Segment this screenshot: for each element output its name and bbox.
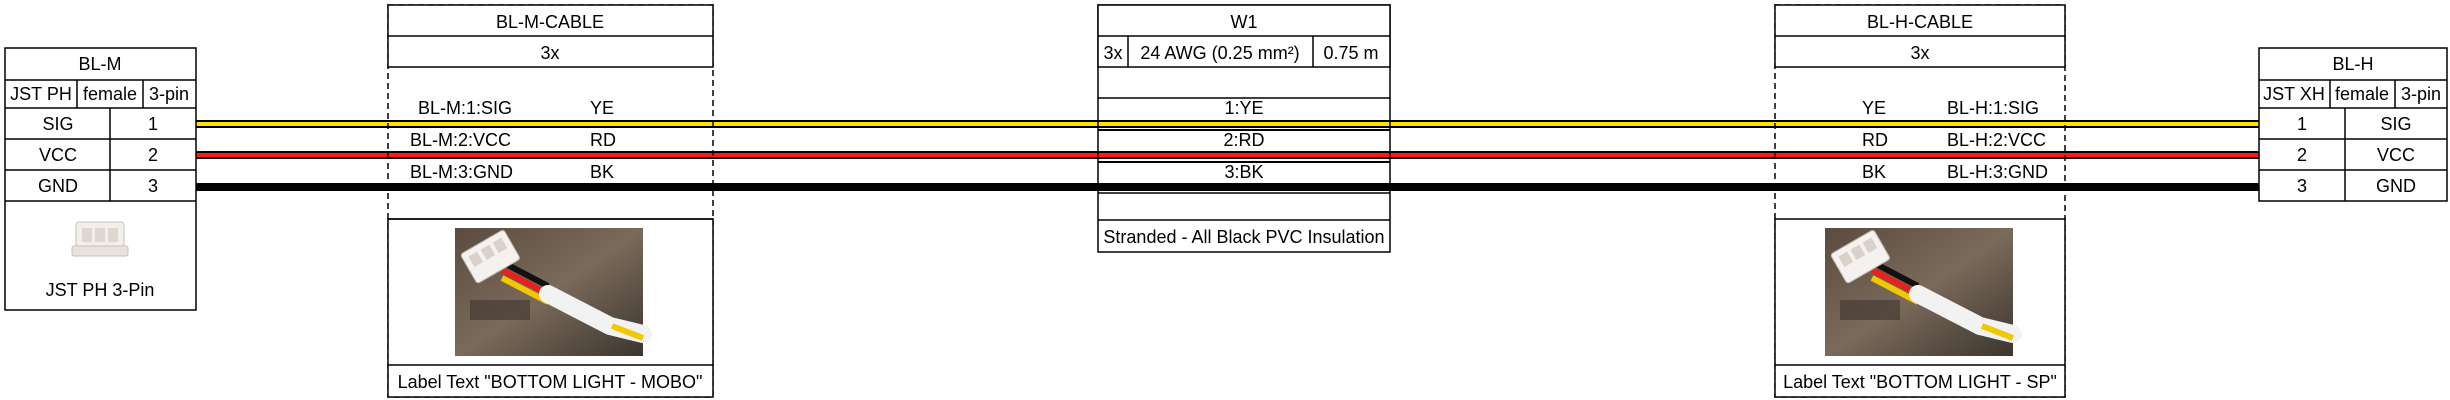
cable-count: 3x: [1910, 43, 1929, 63]
cable-length: 0.75 m: [1323, 43, 1378, 63]
cable-bl-m[interactable]: BL-M-CABLE 3x BL-M:1:SIG YE BL-M:2:VCC R…: [387, 4, 714, 398]
wire-endpoint: BL-M:2:VCC: [410, 130, 511, 150]
wire-endpoint: BL-M:3:GND: [410, 162, 513, 182]
wire-endpoint: BL-H:1:SIG: [1947, 98, 2039, 118]
connector-type: JST XH: [2263, 84, 2325, 104]
cable-bl-h[interactable]: BL-H-CABLE 3x YE BL-H:1:SIG RD BL-H:2:VC…: [1774, 4, 2066, 398]
connector-gender: female: [83, 84, 137, 104]
cable-name: BL-M-CABLE: [496, 12, 604, 32]
connector-bl-m[interactable]: BL-M JST PH female 3-pin SIG 1 VCC 2 GND…: [4, 47, 197, 311]
pin-label: VCC: [2377, 145, 2415, 165]
wire-color-code: BK: [590, 162, 614, 182]
wire-sig: [196, 120, 2259, 128]
jst-connector-image: [71, 221, 129, 257]
wire-color-code: BK: [1862, 162, 1886, 182]
wire-sig-core: [196, 122, 2259, 126]
cable-photo: [1825, 228, 2022, 356]
connector-name: BL-M: [78, 54, 121, 74]
wire-color-code: YE: [1862, 98, 1886, 118]
wire-gnd-core: [196, 185, 2259, 189]
cable-name: BL-H-CABLE: [1867, 12, 1973, 32]
wire-color-code: RD: [1862, 130, 1888, 150]
wire-label: 3:BK: [1224, 162, 1263, 182]
wire-bundle: [196, 120, 2259, 191]
pin-label: GND: [38, 176, 78, 196]
cable-photo: [455, 228, 652, 356]
pin-number: 3: [148, 176, 158, 196]
connector-pincount: 3-pin: [149, 84, 189, 104]
pin-label: GND: [2376, 176, 2416, 196]
cable-count: 3x: [1103, 43, 1122, 63]
cable-label-text: Label Text "BOTTOM LIGHT - SP": [1783, 372, 2057, 392]
pin-number: 2: [148, 145, 158, 165]
pin-label: VCC: [39, 145, 77, 165]
connector-gender: female: [2335, 84, 2389, 104]
wire-label: 1:YE: [1224, 98, 1263, 118]
wire-color-code: YE: [590, 98, 614, 118]
wire-endpoint: BL-H:2:VCC: [1947, 130, 2046, 150]
connector-name: BL-H: [2332, 54, 2373, 74]
connector-image-caption: JST PH 3-Pin: [46, 280, 155, 300]
pin-number: 1: [148, 114, 158, 134]
wire-gnd: [196, 183, 2259, 191]
connector-pincount: 3-pin: [2401, 84, 2441, 104]
cable-name: W1: [1231, 12, 1258, 32]
pin-label: SIG: [2380, 114, 2411, 134]
wire-color-code: RD: [590, 130, 616, 150]
connector-bl-h[interactable]: BL-H JST XH female 3-pin 1 SIG 2 VCC 3 G…: [2258, 47, 2448, 202]
pin-number: 2: [2297, 145, 2307, 165]
cable-note: Stranded - All Black PVC Insulation: [1103, 227, 1384, 247]
pin-label: SIG: [42, 114, 73, 134]
wire-endpoint: BL-M:1:SIG: [418, 98, 512, 118]
cable-w1[interactable]: W1 3x 24 AWG (0.25 mm²) 0.75 m 1:YE 2:RD…: [1097, 4, 1391, 253]
wire-vcc-core: [196, 153, 2259, 157]
wire-label: 2:RD: [1223, 130, 1264, 150]
pin-number: 1: [2297, 114, 2307, 134]
pin-number: 3: [2297, 176, 2307, 196]
cable-count: 3x: [540, 43, 559, 63]
wire-endpoint: BL-H:3:GND: [1947, 162, 2048, 182]
cable-gauge: 24 AWG (0.25 mm²): [1140, 43, 1299, 63]
cable-label-text: Label Text "BOTTOM LIGHT - MOBO": [398, 372, 703, 392]
wire-vcc: [196, 151, 2259, 159]
connector-type: JST PH: [10, 84, 72, 104]
